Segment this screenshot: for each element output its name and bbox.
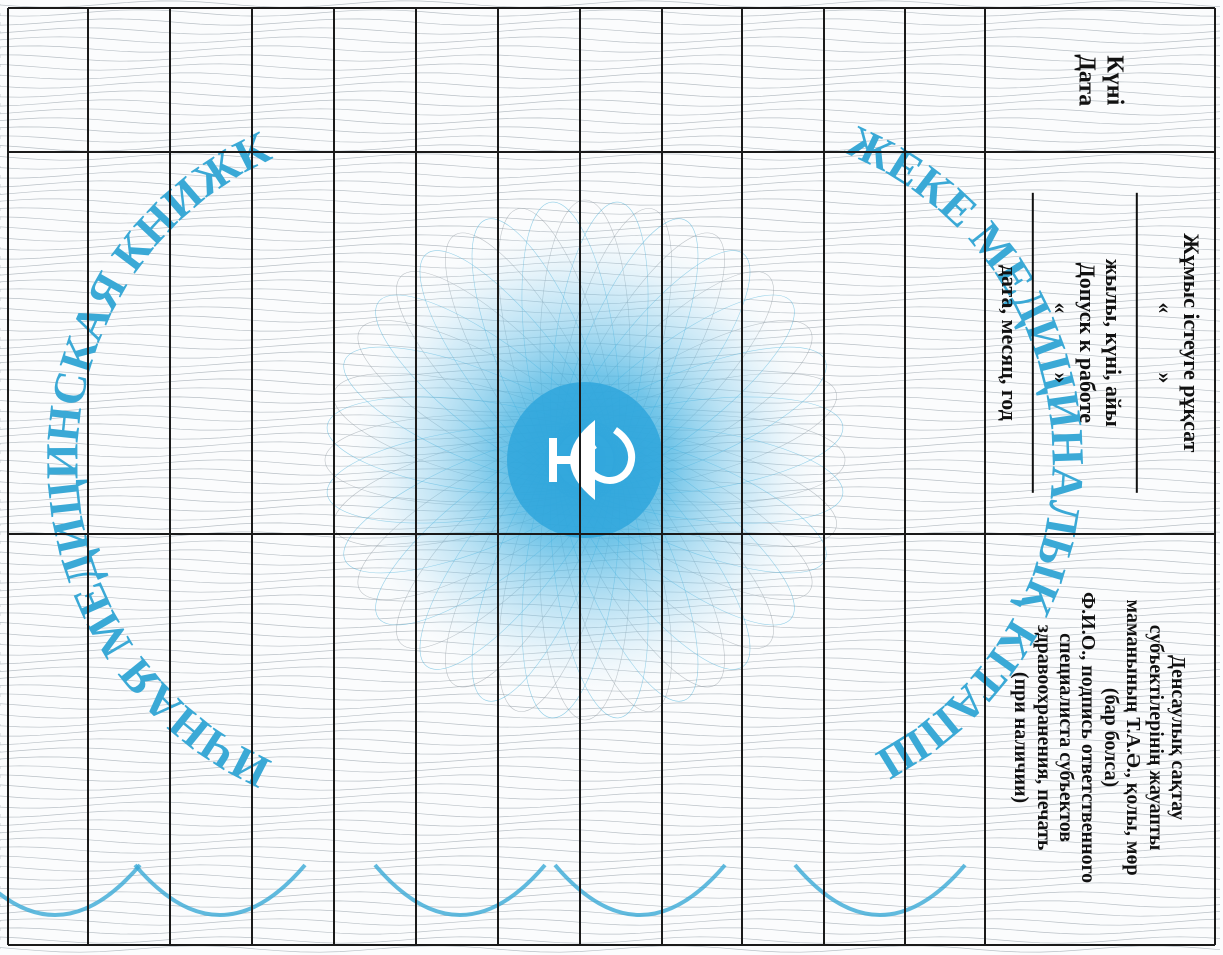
guilloche-line	[0, 9, 1221, 17]
guilloche-line	[0, 117, 1221, 125]
guilloche-line	[0, 45, 1221, 53]
guilloche-line	[0, 873, 1221, 881]
guilloche-line	[0, 891, 1221, 899]
specialist-line-1: Денсаулық сақтау	[1167, 655, 1190, 821]
specialist-line-5: Ф.И.О., подпись ответственного	[1078, 592, 1101, 884]
guilloche-line	[0, 90, 1220, 98]
guilloche-line	[0, 828, 1221, 836]
quote-open: «	[1152, 302, 1178, 314]
guilloche-line	[0, 153, 1221, 161]
quote-close: »	[1152, 372, 1178, 384]
ru-date-blank	[1032, 193, 1036, 493]
guilloche-line	[0, 54, 1221, 62]
bottom-arches	[0, 863, 967, 917]
permission-kk-subtitle: жылы, күні, айы	[1100, 259, 1126, 427]
guilloche-line	[0, 198, 1221, 206]
guilloche-line	[0, 765, 1221, 773]
guilloche-line	[0, 774, 1221, 782]
arch	[133, 863, 307, 917]
date-label: Күні Дата	[1072, 8, 1129, 152]
specialist-line-8: (при наличии)	[1010, 672, 1033, 804]
guilloche-line	[0, 81, 1221, 89]
guilloche-line	[0, 918, 1221, 926]
guilloche-line	[0, 180, 1221, 188]
guilloche-line	[0, 819, 1221, 827]
header-date-cell: Күні Дата	[985, 8, 1215, 152]
specialist-line-2: субъектілерінің жауапты	[1145, 625, 1168, 851]
header-permission-cell: Жұмыс істеуге рұқсат «» жылы, күні, айы …	[985, 152, 1215, 534]
guilloche-line	[0, 108, 1221, 116]
guilloche-line	[0, 126, 1221, 134]
guilloche-line	[0, 810, 1221, 818]
quote-open-2: «	[1049, 302, 1075, 314]
guilloche-line	[0, 189, 1221, 197]
guilloche-line	[0, 783, 1221, 791]
guilloche-line	[0, 63, 1221, 71]
kk-date-blank	[1135, 193, 1139, 493]
arch	[0, 863, 142, 917]
guilloche-line	[0, 909, 1221, 917]
guilloche-line	[0, 144, 1221, 152]
guilloche-line	[0, 720, 1221, 728]
guilloche-line	[0, 738, 1221, 746]
guilloche-line	[0, 927, 1221, 935]
guilloche-line	[0, 135, 1221, 143]
guilloche-line	[0, 27, 1221, 35]
header-specialist-cell: Денсаулық сақтау субъектілерінің жауапты…	[985, 534, 1215, 942]
guilloche-line	[0, 0, 1221, 8]
guilloche-line	[0, 36, 1221, 44]
guilloche-line	[0, 801, 1221, 809]
arch	[553, 863, 727, 917]
table-grid	[7, 7, 1216, 946]
arch	[793, 863, 967, 917]
permission-ru-title: Допуск к работе	[1075, 262, 1100, 424]
bowl-of-hygieia-icon	[549, 420, 636, 500]
date-label-kk: Күні	[1101, 55, 1128, 105]
guilloche-line	[0, 162, 1221, 170]
guilloche-line	[0, 837, 1221, 845]
guilloche-line	[0, 711, 1221, 719]
guilloche-line	[0, 171, 1221, 179]
guilloche-line	[0, 18, 1221, 26]
guilloche-line	[0, 882, 1221, 890]
permission-label: Жұмыс істеуге рұқсат «» жылы, күні, айы …	[996, 193, 1204, 493]
specialist-line-6: специалиста субъектов	[1055, 633, 1078, 843]
specialist-line-3: маманының Т.А.Ә., қолы, мөр	[1122, 599, 1145, 877]
quote-close-2: »	[1049, 372, 1075, 384]
arch	[373, 863, 547, 917]
guilloche-line	[0, 72, 1221, 80]
permission-ru-subtitle: дата, месяц, год	[997, 265, 1023, 421]
specialist-label: Денсаулық сақтау субъектілерінің жауапты…	[1010, 592, 1190, 884]
date-label-ru: Дата	[1073, 54, 1099, 106]
guilloche-line	[0, 855, 1221, 863]
guilloche-line	[0, 846, 1220, 854]
guilloche-line	[0, 792, 1221, 800]
permission-kk-title: Жұмыс істеуге рұқсат	[1178, 233, 1204, 453]
guilloche-line	[0, 936, 1221, 944]
guilloche-line	[0, 99, 1221, 107]
guilloche-line	[0, 747, 1221, 755]
guilloche-line	[0, 945, 1221, 953]
specialist-line-4: (бар болса)	[1100, 688, 1123, 788]
specialist-line-7: здравоохранения, печать	[1033, 625, 1056, 851]
guilloche-line	[0, 756, 1221, 764]
guilloche-line	[0, 729, 1221, 737]
guilloche-line	[0, 864, 1221, 872]
